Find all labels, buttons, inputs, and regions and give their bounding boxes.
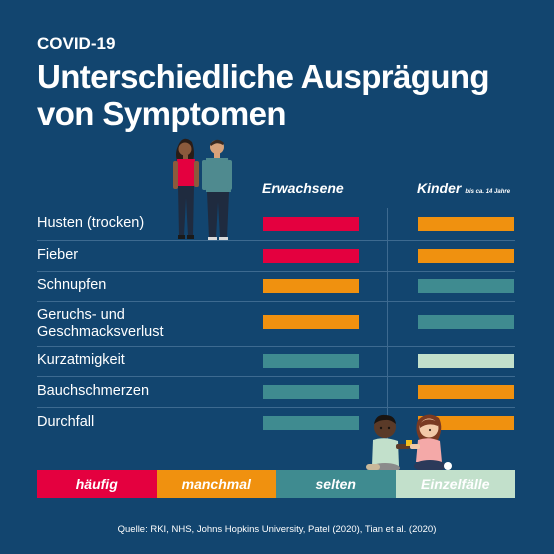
kicker: COVID-19 xyxy=(37,34,116,53)
children-playing-icon xyxy=(366,414,452,473)
bar-adults-kurzatmigkeit xyxy=(263,354,359,368)
bar-adults-bauchschmerzen xyxy=(263,385,359,399)
source-note: Quelle: RKI, NHS, Johns Hopkins Universi… xyxy=(117,524,437,535)
legend: häufig manchmal selten Einzelfälle xyxy=(37,470,515,498)
column-divider xyxy=(387,208,388,445)
title-line-1: Unterschiedliche Ausprägung xyxy=(37,58,490,95)
row-divider xyxy=(37,240,515,241)
row-label-schnupfen: Schnupfen xyxy=(37,277,107,293)
title-line-2: von Symptomen xyxy=(37,95,287,132)
legend-item-manchmal: manchmal xyxy=(156,470,276,498)
bar-children-husten xyxy=(418,217,514,231)
legend-item-einzelfaelle: Einzelfälle xyxy=(395,470,515,498)
adult-couple-icon xyxy=(173,138,232,241)
row-label-durchfall: Durchfall xyxy=(37,414,95,430)
bar-children-geruch xyxy=(418,315,514,329)
row-divider xyxy=(37,407,515,408)
page-title: Unterschiedliche Ausprägung von Symptome… xyxy=(37,58,537,132)
column-children-note: bis ca. 14 Jahre xyxy=(465,189,511,195)
column-adults-label: Erwachsene xyxy=(262,180,344,196)
bar-adults-husten xyxy=(263,217,359,231)
legend-label: manchmal xyxy=(181,476,251,492)
bar-adults-durchfall xyxy=(263,416,359,430)
row-divider xyxy=(37,271,515,272)
row-divider xyxy=(37,346,515,347)
row-label-fieber: Fieber xyxy=(37,247,79,263)
bar-children-fieber xyxy=(418,249,514,263)
legend-label: selten xyxy=(315,476,356,492)
bar-children-bauchschmerzen xyxy=(418,385,514,399)
bar-adults-fieber xyxy=(263,249,359,263)
row-label-bauchschmerzen: Bauchschmerzen xyxy=(37,383,150,399)
row-label-geruch: Geruchs- und Geschmacksverlust xyxy=(37,307,164,340)
bar-children-kurzatmigkeit xyxy=(418,354,514,368)
legend-label: Einzelfälle xyxy=(421,476,490,492)
column-head-adults: Erwachsene xyxy=(262,180,344,196)
row-divider xyxy=(37,376,515,377)
row-divider xyxy=(37,301,515,302)
column-head-children: Kinder bis ca. 14 Jahre xyxy=(417,180,510,196)
bar-children-schnupfen xyxy=(418,279,514,293)
row-label-kurzatmigkeit: Kurzatmigkeit xyxy=(37,352,125,368)
legend-label: häufig xyxy=(75,476,118,492)
column-children-label: Kinder xyxy=(417,180,462,196)
bar-adults-geruch xyxy=(263,315,359,329)
legend-item-haeufig: häufig xyxy=(37,470,157,498)
bar-children-durchfall xyxy=(418,416,514,430)
bar-adults-schnupfen xyxy=(263,279,359,293)
row-label-husten: Husten (trocken) xyxy=(37,215,145,231)
legend-item-selten: selten xyxy=(276,470,396,498)
